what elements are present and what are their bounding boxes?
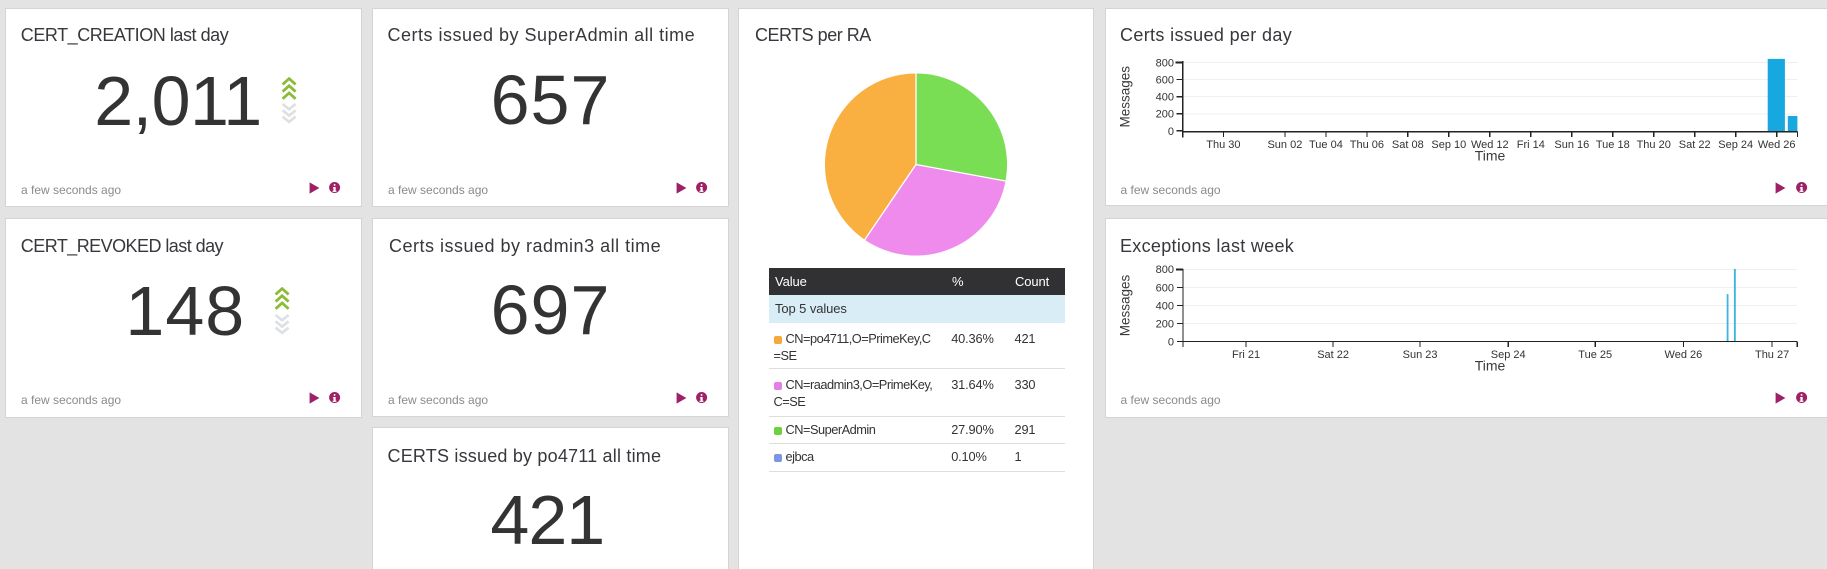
svg-text:Wed 12: Wed 12 — [1471, 139, 1509, 151]
svg-text:Sep 10: Sep 10 — [1431, 139, 1466, 151]
svg-text:200: 200 — [1156, 318, 1174, 330]
svg-text:200: 200 — [1156, 109, 1174, 121]
svg-text:0: 0 — [1168, 126, 1174, 138]
svg-text:Tue 18: Tue 18 — [1596, 139, 1630, 151]
svg-text:Thu 20: Thu 20 — [1637, 139, 1671, 151]
svg-text:Sat 08: Sat 08 — [1392, 139, 1424, 151]
svg-text:Thu 06: Thu 06 — [1350, 139, 1384, 151]
svg-text:Time: Time — [1475, 148, 1506, 164]
svg-text:Wed 26: Wed 26 — [1758, 139, 1796, 151]
svg-text:0: 0 — [1168, 337, 1174, 349]
svg-text:Thu 27: Thu 27 — [1755, 349, 1789, 361]
svg-text:Wed 26: Wed 26 — [1665, 349, 1703, 361]
svg-text:Sat 22: Sat 22 — [1679, 139, 1711, 151]
svg-text:Tue 25: Tue 25 — [1578, 349, 1612, 361]
svg-text:Sun 23: Sun 23 — [1403, 349, 1438, 361]
svg-text:Time: Time — [1475, 358, 1506, 374]
svg-text:400: 400 — [1156, 92, 1174, 104]
svg-text:Sep 24: Sep 24 — [1718, 139, 1753, 151]
svg-text:600: 600 — [1156, 282, 1174, 294]
svg-text:Sun 16: Sun 16 — [1554, 139, 1589, 151]
svg-text:Sep 24: Sep 24 — [1491, 349, 1526, 361]
svg-text:400: 400 — [1156, 300, 1174, 312]
svg-text:Fri 21: Fri 21 — [1232, 349, 1260, 361]
svg-text:600: 600 — [1156, 75, 1174, 87]
svg-text:Sun 02: Sun 02 — [1267, 139, 1302, 151]
svg-text:Messages: Messages — [1118, 274, 1133, 336]
svg-text:Messages: Messages — [1118, 66, 1133, 128]
svg-text:Tue 04: Tue 04 — [1309, 139, 1343, 151]
svg-text:800: 800 — [1156, 264, 1174, 276]
svg-text:Fri 14: Fri 14 — [1517, 139, 1545, 151]
svg-text:800: 800 — [1156, 57, 1174, 69]
svg-text:Thu 30: Thu 30 — [1206, 139, 1240, 151]
svg-text:Sat 22: Sat 22 — [1317, 349, 1349, 361]
